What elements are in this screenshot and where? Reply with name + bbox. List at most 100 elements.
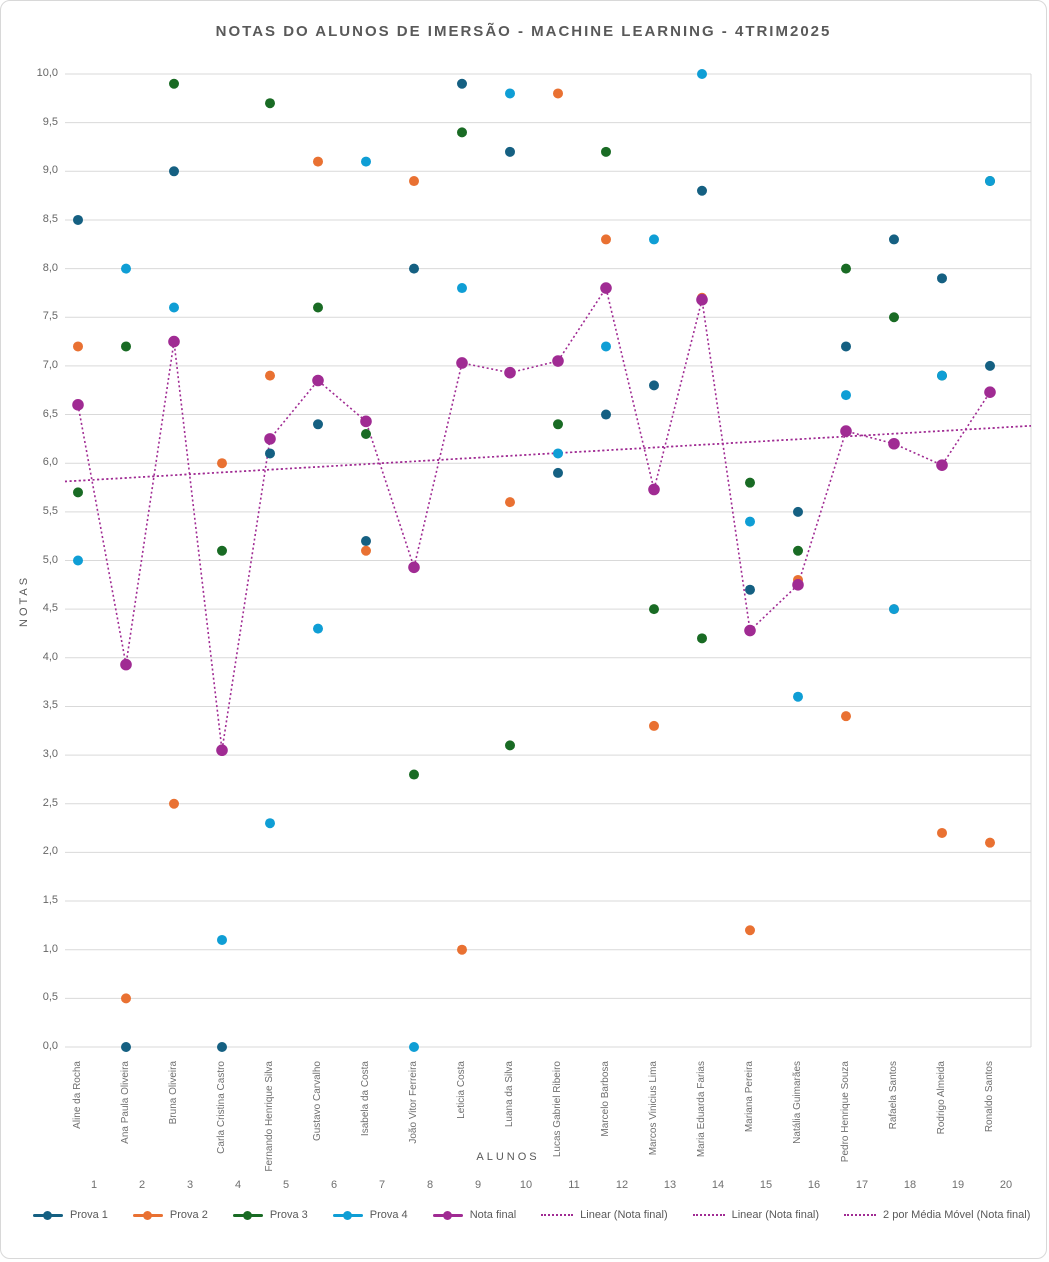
x-number-label: 17	[855, 1179, 869, 1191]
y-tick-label: 8,0	[42, 261, 58, 274]
data-point-prova-4	[649, 234, 659, 245]
data-point-prova-2	[601, 234, 611, 245]
data-point-prova-4	[457, 283, 467, 294]
legend-label: Prova 4	[369, 1209, 408, 1221]
data-point-nota-final	[456, 357, 468, 369]
data-point-nota-final	[312, 374, 324, 387]
data-point-prova-4	[889, 604, 899, 615]
data-point-prova-1	[169, 166, 179, 177]
data-point-nota-final	[888, 437, 900, 450]
data-point-nota-final	[408, 561, 420, 574]
y-tick-label: 4,5	[42, 602, 58, 615]
data-point-prova-2	[409, 176, 419, 187]
y-tick-label: 7,5	[42, 310, 58, 323]
data-point-nota-final	[216, 744, 228, 757]
data-point-nota-final	[984, 386, 996, 398]
data-point-prova-1	[601, 409, 611, 420]
data-point-prova-4	[553, 448, 563, 459]
data-point-prova-1	[649, 380, 659, 391]
y-tick-label: 1,0	[42, 942, 58, 955]
data-point-prova-2	[553, 88, 563, 99]
data-point-nota-final	[360, 415, 372, 428]
data-point-prova-1	[697, 185, 707, 196]
moving-average-line	[77, 286, 991, 751]
x-number-label: 20	[999, 1179, 1013, 1191]
x-number-label: 12	[615, 1179, 629, 1191]
data-point-prova-2	[985, 837, 995, 848]
data-point-nota-final	[792, 579, 804, 591]
legend-marker-dotted-line-icon	[844, 1214, 877, 1216]
data-point-prova-4	[505, 88, 515, 99]
y-tick-label: 9,0	[42, 164, 58, 177]
data-point-prova-3	[697, 633, 707, 644]
y-tick-label: 10,0	[36, 67, 58, 79]
data-point-prova-2	[265, 370, 275, 381]
data-point-prova-4	[265, 818, 275, 829]
data-point-prova-2	[361, 545, 371, 556]
y-tick-label: 2,0	[42, 845, 58, 858]
data-point-prova-2	[169, 798, 179, 809]
y-tick-label: 2,5	[42, 796, 58, 809]
y-tick-label: 3,0	[42, 748, 58, 761]
chart-title: NOTAS DO ALUNOS DE IMERSÃO - MACHINE LEA…	[215, 23, 832, 40]
x-number-label: 9	[474, 1179, 482, 1191]
data-point-nota-final	[840, 425, 852, 437]
legend-marker-line-dot-icon	[332, 1210, 363, 1220]
data-point-prova-1	[121, 1042, 131, 1052]
data-point-prova-1	[889, 234, 899, 245]
data-point-prova-1	[457, 78, 467, 89]
y-axis-title: NOTAS	[18, 574, 30, 627]
chart-legend: Prova 1 Prova 2 Prova 3 Prova 4 Nota final Li…	[33, 1209, 1030, 1221]
x-number-label: 19	[951, 1179, 965, 1191]
legend-label: 2 por Média Móvel (Nota final)	[883, 1209, 1031, 1221]
data-point-prova-4	[985, 176, 995, 187]
x-number-label: 6	[330, 1179, 338, 1191]
x-number-label: 4	[234, 1179, 242, 1191]
x-number-label: 1	[90, 1179, 98, 1191]
data-point-prova-1	[265, 448, 275, 459]
legend-item: Nota final	[432, 1209, 517, 1221]
legend-label: Prova 1	[70, 1209, 108, 1221]
legend-item: Prova 1	[33, 1209, 108, 1221]
y-tick-label: 5,0	[42, 553, 58, 566]
data-point-prova-4	[601, 341, 611, 352]
data-point-prova-1	[793, 506, 803, 517]
legend-marker-line-dot-icon	[132, 1210, 163, 1220]
data-point-prova-2	[121, 993, 131, 1004]
data-point-nota-final	[120, 658, 132, 671]
data-point-prova-3	[457, 127, 467, 138]
data-point-prova-3	[793, 545, 803, 556]
legend-item: Linear (Nota final)	[541, 1209, 668, 1221]
legend-marker-line-dot-icon	[432, 1210, 463, 1220]
x-number-label: 16	[807, 1179, 821, 1191]
y-tick-label: 6,0	[42, 456, 58, 469]
legend-marker-dotted-line-icon	[692, 1214, 725, 1216]
x-number-label: 15	[759, 1179, 773, 1191]
data-point-prova-3	[601, 146, 611, 157]
legend-item: 2 por Média Móvel (Nota final)	[844, 1209, 1030, 1221]
data-point-nota-final	[552, 355, 564, 367]
data-point-prova-2	[457, 944, 467, 955]
legend-item: Prova 3	[232, 1209, 308, 1221]
legend-label: Nota final	[469, 1209, 517, 1221]
data-point-nota-final	[504, 366, 516, 379]
data-point-prova-1	[313, 419, 323, 430]
data-point-prova-3	[745, 477, 755, 488]
data-point-prova-2	[841, 711, 851, 722]
data-point-prova-1	[217, 1042, 227, 1052]
x-number-label: 13	[663, 1179, 677, 1191]
x-number-label: 5	[282, 1179, 290, 1191]
x-number-label: 7	[378, 1179, 386, 1191]
legend-item: Prova 2	[132, 1209, 208, 1221]
data-point-prova-1	[745, 584, 755, 595]
data-point-prova-3	[409, 769, 419, 780]
data-point-prova-2	[505, 497, 515, 508]
data-point-prova-3	[73, 487, 83, 498]
x-number-label: 11	[568, 1179, 580, 1191]
data-point-prova-3	[361, 429, 371, 440]
data-point-prova-4	[73, 555, 83, 566]
data-point-nota-final	[744, 624, 756, 637]
data-point-prova-4	[793, 691, 803, 702]
